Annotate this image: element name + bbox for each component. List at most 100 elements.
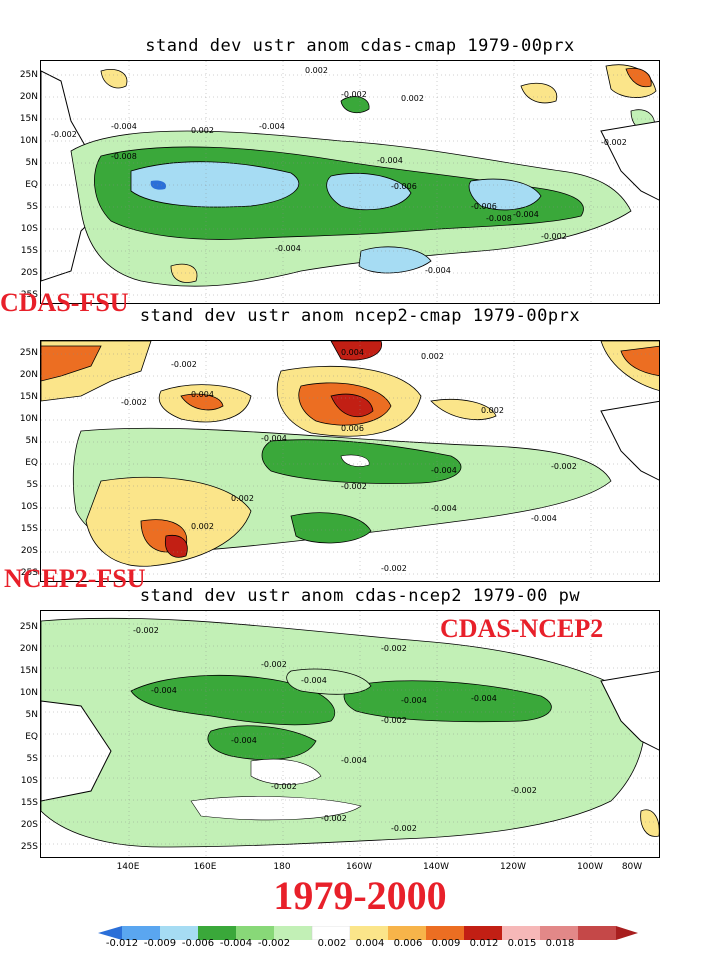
contour-label: -0.004 [259,122,285,131]
lon-label: 160E [193,862,217,872]
lat-label: 15N [19,666,38,676]
lat-label: 15S [20,524,38,534]
colorbar-arrow-left [98,926,122,940]
lat-label: 15N [19,114,38,124]
overlay-label-ncep2-fsu: NCEP2-FSU [4,564,146,593]
contour-label: 0.002 [191,522,214,531]
lat-label: 15S [20,798,38,808]
map-frame-3: -0.002 -0.002 -0.004 -0.004 -0.004 -0.00… [40,610,660,858]
contour-label: -0.002 [541,232,567,241]
lat-label: 10S [20,502,38,512]
lat-label: 25S [20,842,38,852]
contour-label: -0.002 [511,786,537,795]
lat-label: 25N [19,622,38,632]
contour-label: -0.002 [171,360,197,369]
contour-label: -0.002 [381,644,407,653]
contour-label: -0.002 [133,626,159,635]
lat-label: 20S [20,546,38,556]
lat-label: 10S [20,776,38,786]
colorbar-swatch [350,926,388,940]
colorbar-swatch [198,926,236,940]
lat-label: 20S [20,268,38,278]
colorbar-swatch [122,926,160,940]
lat-label: 20N [19,92,38,102]
lat-label: 5S [26,480,38,490]
contour-label: 0.002 [231,494,254,503]
contour-label: -0.002 [341,90,367,99]
colorbar-label: 0.018 [545,938,575,949]
colorbar [98,926,638,940]
contour-label: -0.002 [51,130,77,139]
contour-label: -0.004 [425,266,451,275]
contour-label: -0.004 [471,694,497,703]
contour-label: -0.002 [601,138,627,147]
lat-label: EQ [25,732,38,742]
contour-label: -0.008 [111,152,137,161]
colorbar-swatch [236,926,274,940]
contour-label: -0.004 [341,756,367,765]
panel-title-3: stand dev ustr anom cdas-ncep2 1979-00 p… [139,586,581,606]
colorbar-label: 0.006 [393,938,423,949]
lat-label: 5S [26,754,38,764]
contour-label: 0.002 [191,126,214,135]
contour-label: 0.002 [305,66,328,75]
lat-label: EQ [25,458,38,468]
lat-label: 15N [19,392,38,402]
lat-label: 25N [19,70,38,80]
panel-title-1: stand dev ustr anom cdas-cmap 1979-00prx [145,36,575,56]
contour-label: -0.002 [551,462,577,471]
lat-label: 5N [25,158,38,168]
colorbar-swatch [540,926,578,940]
lon-label: 160W [345,862,373,872]
lon-label: 100W [576,862,604,872]
contour-label: 0.004 [341,348,364,357]
contour-label: 0.002 [481,406,504,415]
lat-label: 20S [20,820,38,830]
colorbar-label: 0.012 [469,938,499,949]
colorbar-swatch [160,926,198,940]
contour-label: -0.002 [271,782,297,791]
contour-label: -0.004 [261,434,287,443]
contour-map-3: -0.002 -0.002 -0.004 -0.004 -0.004 -0.00… [41,611,659,857]
lon-label: 180 [273,862,291,872]
contour-label: -0.004 [431,466,457,475]
lat-label: 20N [19,370,38,380]
overlay-label-cdas-ncep2: CDAS-NCEP2 [440,614,604,643]
panel-title-2: stand dev ustr anom ncep2-cmap 1979-00pr… [139,306,581,326]
lat-label: 10N [19,136,38,146]
lat-label: 25S [20,568,38,578]
contour-label: -0.004 [401,696,427,705]
lat-label: 5N [25,436,38,446]
contour-label: -0.004 [231,736,257,745]
map-frame-2: 0.004 0.002 -0.002 0.004 0.006 -0.004 0.… [40,340,660,582]
map-frame-1: -0.002 -0.004 0.002 -0.006 -0.008 -0.002… [40,60,660,304]
lat-label: EQ [25,180,38,190]
lat-label: 10S [20,224,38,234]
colorbar-swatch [578,926,616,940]
colorbar-label: 0.002 [317,938,347,949]
colorbar-label: 0.015 [507,938,537,949]
lon-label: 140W [422,862,450,872]
lon-label: 120W [499,862,527,872]
colorbar-swatch [274,926,312,940]
lat-label: 25N [19,348,38,358]
period-label: 1979-2000 [273,873,447,918]
colorbar-label: -0.009 [143,938,177,949]
contour-label: 0.006 [341,424,364,433]
colorbar-swatch [502,926,540,940]
contour-label: -0.004 [111,122,137,131]
contour-label: -0.004 [151,686,177,695]
contour-label: -0.002 [381,716,407,725]
colorbar-label: -0.012 [105,938,139,949]
lon-label: 80W [621,862,643,872]
contour-label: -0.002 [341,482,367,491]
contour-label: -0.002 [121,398,147,407]
colorbar-arrow-right [616,926,638,940]
colorbar-label: -0.006 [181,938,215,949]
lat-label: 15S [20,246,38,256]
overlay-label-cdas-fsu: CDAS-FSU [0,288,129,317]
lat-label: 10N [19,414,38,424]
contour-label: -0.006 [391,182,417,191]
contour-label: -0.004 [301,676,327,685]
lat-label: 25S [20,290,38,300]
